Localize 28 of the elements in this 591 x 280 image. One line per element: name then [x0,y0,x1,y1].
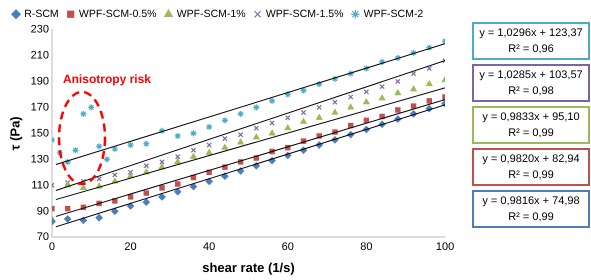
y-tick-label: 190 [30,75,49,88]
x-tick-label: 80 [360,240,373,253]
text: y = 1,0285x + 103,57 R² = 0,98 [472,64,590,102]
x-tick-label: 100 [436,240,454,253]
y-tick-label: 110 [31,179,49,192]
legend-label: WPF-SCM-2 [364,8,424,20]
y-tick-label: 70 [36,231,49,244]
text: y = 0,9816x + 74,98 R² = 0,99 [472,190,590,228]
text: y = 0,9820x + 82,94 R² = 0,99 [472,148,590,186]
text: y = 1,0296x + 123,37 R² = 0,96 [472,22,590,60]
y-tick-label: 150 [30,127,49,140]
legend-label: WPF-SCM-0.5% [78,8,157,20]
y-tick-label: 90 [36,205,49,218]
x-tick-label: 0 [48,240,56,253]
legend-label: WPF-SCM-1.5% [266,8,344,20]
x-tick-label: 40 [203,240,216,253]
x-tick-label: 60 [282,240,294,253]
y-tick-label: 130 [30,153,49,166]
x-tick-label: 20 [124,240,137,253]
legend-label: R-SCM [24,8,59,20]
y-axis-title: τ (Pa) [7,116,22,150]
y-tick-label: 210 [30,49,49,62]
y-tick-label: 230 [30,24,49,36]
text: y = 0,9833x + 95,10 R² = 0,99 [472,106,590,144]
annotation: Anisotropy risk [62,72,151,86]
x-axis-title: shear rate (1/s) [202,260,295,275]
legend-label: WPF-SCM-1% [176,8,246,20]
y-tick-label: 170 [30,101,49,114]
